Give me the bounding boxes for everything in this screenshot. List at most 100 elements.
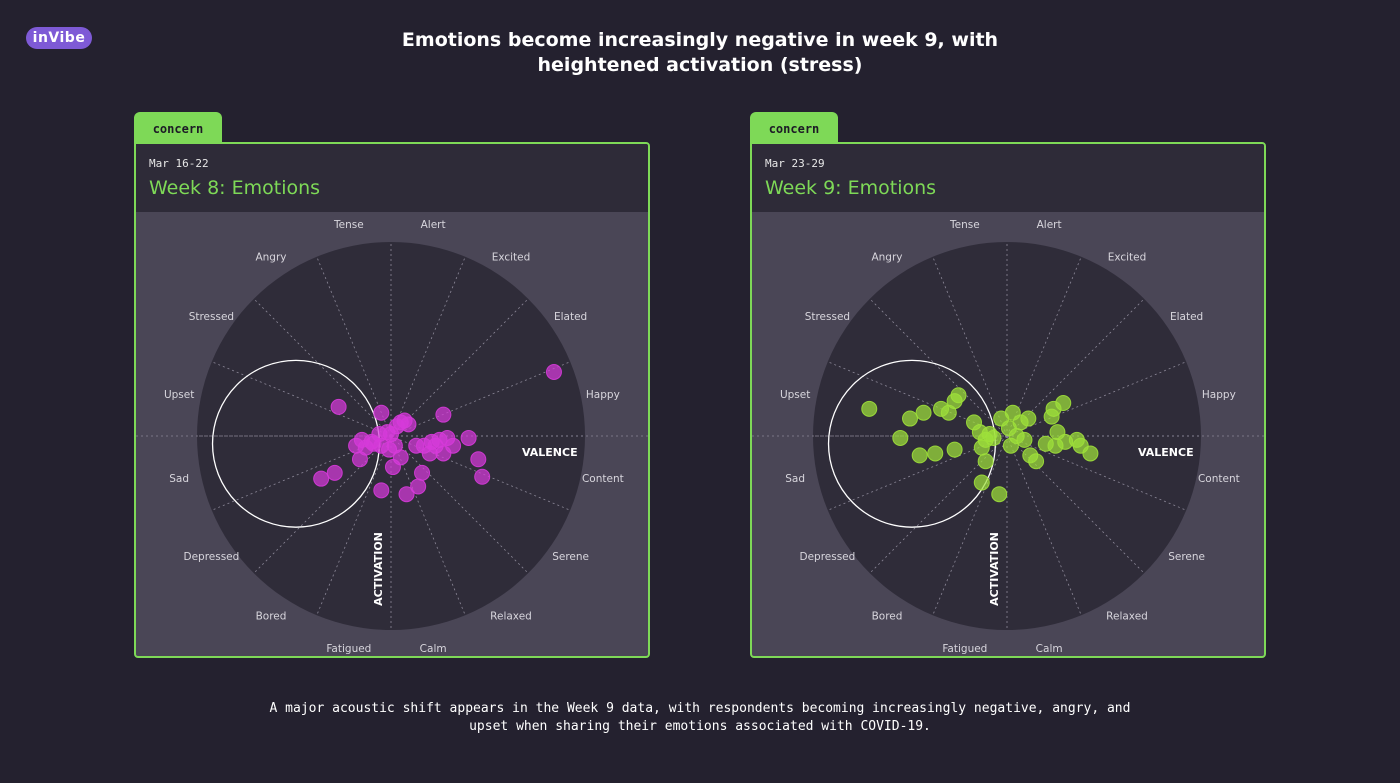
card-header: Mar 23-29 Week 9: Emotions (752, 144, 1264, 212)
sector-line (390, 256, 466, 437)
emotion-wheel-chart: Alert Excited Elated Happy Content Serene Rela… (136, 219, 648, 655)
data-point (950, 387, 967, 404)
sector-label: Alert (1037, 219, 1062, 231)
data-point (326, 464, 343, 481)
data-point (1082, 445, 1099, 462)
date-range: Mar 23-29 (765, 157, 825, 170)
sector-label: Bored (872, 611, 903, 623)
sector-line (932, 256, 1008, 437)
sector-line (1006, 435, 1082, 616)
data-point (427, 437, 444, 454)
sector-label: Sad (169, 473, 189, 485)
sector-line (390, 435, 466, 616)
data-point (410, 478, 427, 495)
sector-label: Upset (780, 389, 810, 401)
sector-line (390, 298, 529, 437)
panel-week-9: concern Mar 23-29 Week 9: Emotions Alert… (750, 112, 1266, 658)
data-point (892, 429, 909, 446)
sector-line (1006, 361, 1187, 437)
sector-line (211, 435, 392, 511)
sector-line (253, 298, 392, 437)
data-point (373, 482, 390, 499)
data-point (400, 416, 417, 433)
sector-label: Stressed (189, 311, 234, 323)
activation-label: ACTIVATION (372, 532, 385, 606)
sector-label: Depressed (799, 551, 855, 563)
tab-concern[interactable]: concern (750, 112, 838, 142)
sector-label: Serene (552, 551, 589, 563)
sector-label: Upset (164, 389, 194, 401)
data-point (977, 453, 994, 470)
data-point (470, 451, 487, 468)
emotion-wheel-chart: Alert Excited Elated Happy Content Serene Rela… (752, 219, 1264, 655)
data-point (414, 464, 431, 481)
data-point (981, 426, 998, 443)
tab-concern[interactable]: concern (134, 112, 222, 142)
data-point (384, 459, 401, 476)
data-point (927, 445, 944, 462)
data-point (474, 468, 491, 485)
valence-label: VALENCE (1138, 446, 1194, 459)
date-range: Mar 16-22 (149, 157, 209, 170)
sector-label: Tense (333, 219, 364, 231)
sector-label: Happy (1202, 389, 1236, 401)
sector-label: Angry (255, 251, 286, 263)
sector-label: Relaxed (490, 611, 532, 623)
sector-label: Content (1198, 473, 1240, 485)
sector-line (316, 256, 392, 437)
data-point (940, 404, 957, 421)
sector-label: Fatigued (326, 643, 371, 655)
sector-line (827, 435, 1008, 511)
sector-line (390, 435, 571, 511)
sector-line (390, 361, 571, 437)
data-point (861, 400, 878, 417)
data-point (973, 474, 990, 491)
sector-line (827, 361, 1008, 437)
card-header: Mar 16-22 Week 8: Emotions (136, 144, 648, 212)
sector-label: Calm (1036, 643, 1063, 655)
sector-line (932, 435, 1008, 616)
sector-label: Stressed (805, 311, 850, 323)
data-point (398, 486, 415, 503)
sector-line (869, 435, 1008, 574)
sector-label: Excited (1108, 251, 1147, 263)
invibe-logo: inVibe (26, 27, 92, 49)
sector-label: Angry (871, 251, 902, 263)
data-point (915, 404, 932, 421)
sector-line (253, 435, 392, 574)
card-title: Week 9: Emotions (765, 177, 937, 199)
chart-card: Mar 23-29 Week 9: Emotions Alert Excited E… (750, 142, 1266, 658)
sector-label: Relaxed (1106, 611, 1148, 623)
sector-label: Depressed (183, 551, 239, 563)
sector-line (316, 435, 392, 616)
data-point (545, 363, 562, 380)
chart-card: Mar 16-22 Week 8: Emotions Alert Excited E… (134, 142, 650, 658)
sector-line (211, 361, 392, 437)
valence-label: VALENCE (522, 446, 578, 459)
sector-label: Calm (420, 643, 447, 655)
sector-line (390, 435, 529, 574)
sector-label: Elated (554, 311, 587, 323)
activation-label: ACTIVATION (988, 532, 1001, 606)
data-point (435, 406, 452, 423)
sector-label: Bored (256, 611, 287, 623)
sector-label: Fatigued (942, 643, 987, 655)
data-point (1045, 400, 1062, 417)
data-point (1016, 431, 1033, 448)
data-point (991, 486, 1008, 503)
sector-label: Excited (492, 251, 531, 263)
data-point (1020, 410, 1037, 427)
sector-line (1006, 256, 1082, 437)
sector-line (1006, 435, 1187, 511)
sector-line (1006, 435, 1145, 574)
sector-label: Serene (1168, 551, 1205, 563)
data-point (313, 470, 330, 487)
sector-label: Alert (421, 219, 446, 231)
data-point (1028, 453, 1045, 470)
data-point (1000, 420, 1017, 437)
data-point (902, 410, 918, 427)
sector-label: Sad (785, 473, 805, 485)
sector-label: Tense (949, 219, 980, 231)
data-point (1002, 437, 1019, 454)
data-point (946, 441, 963, 458)
